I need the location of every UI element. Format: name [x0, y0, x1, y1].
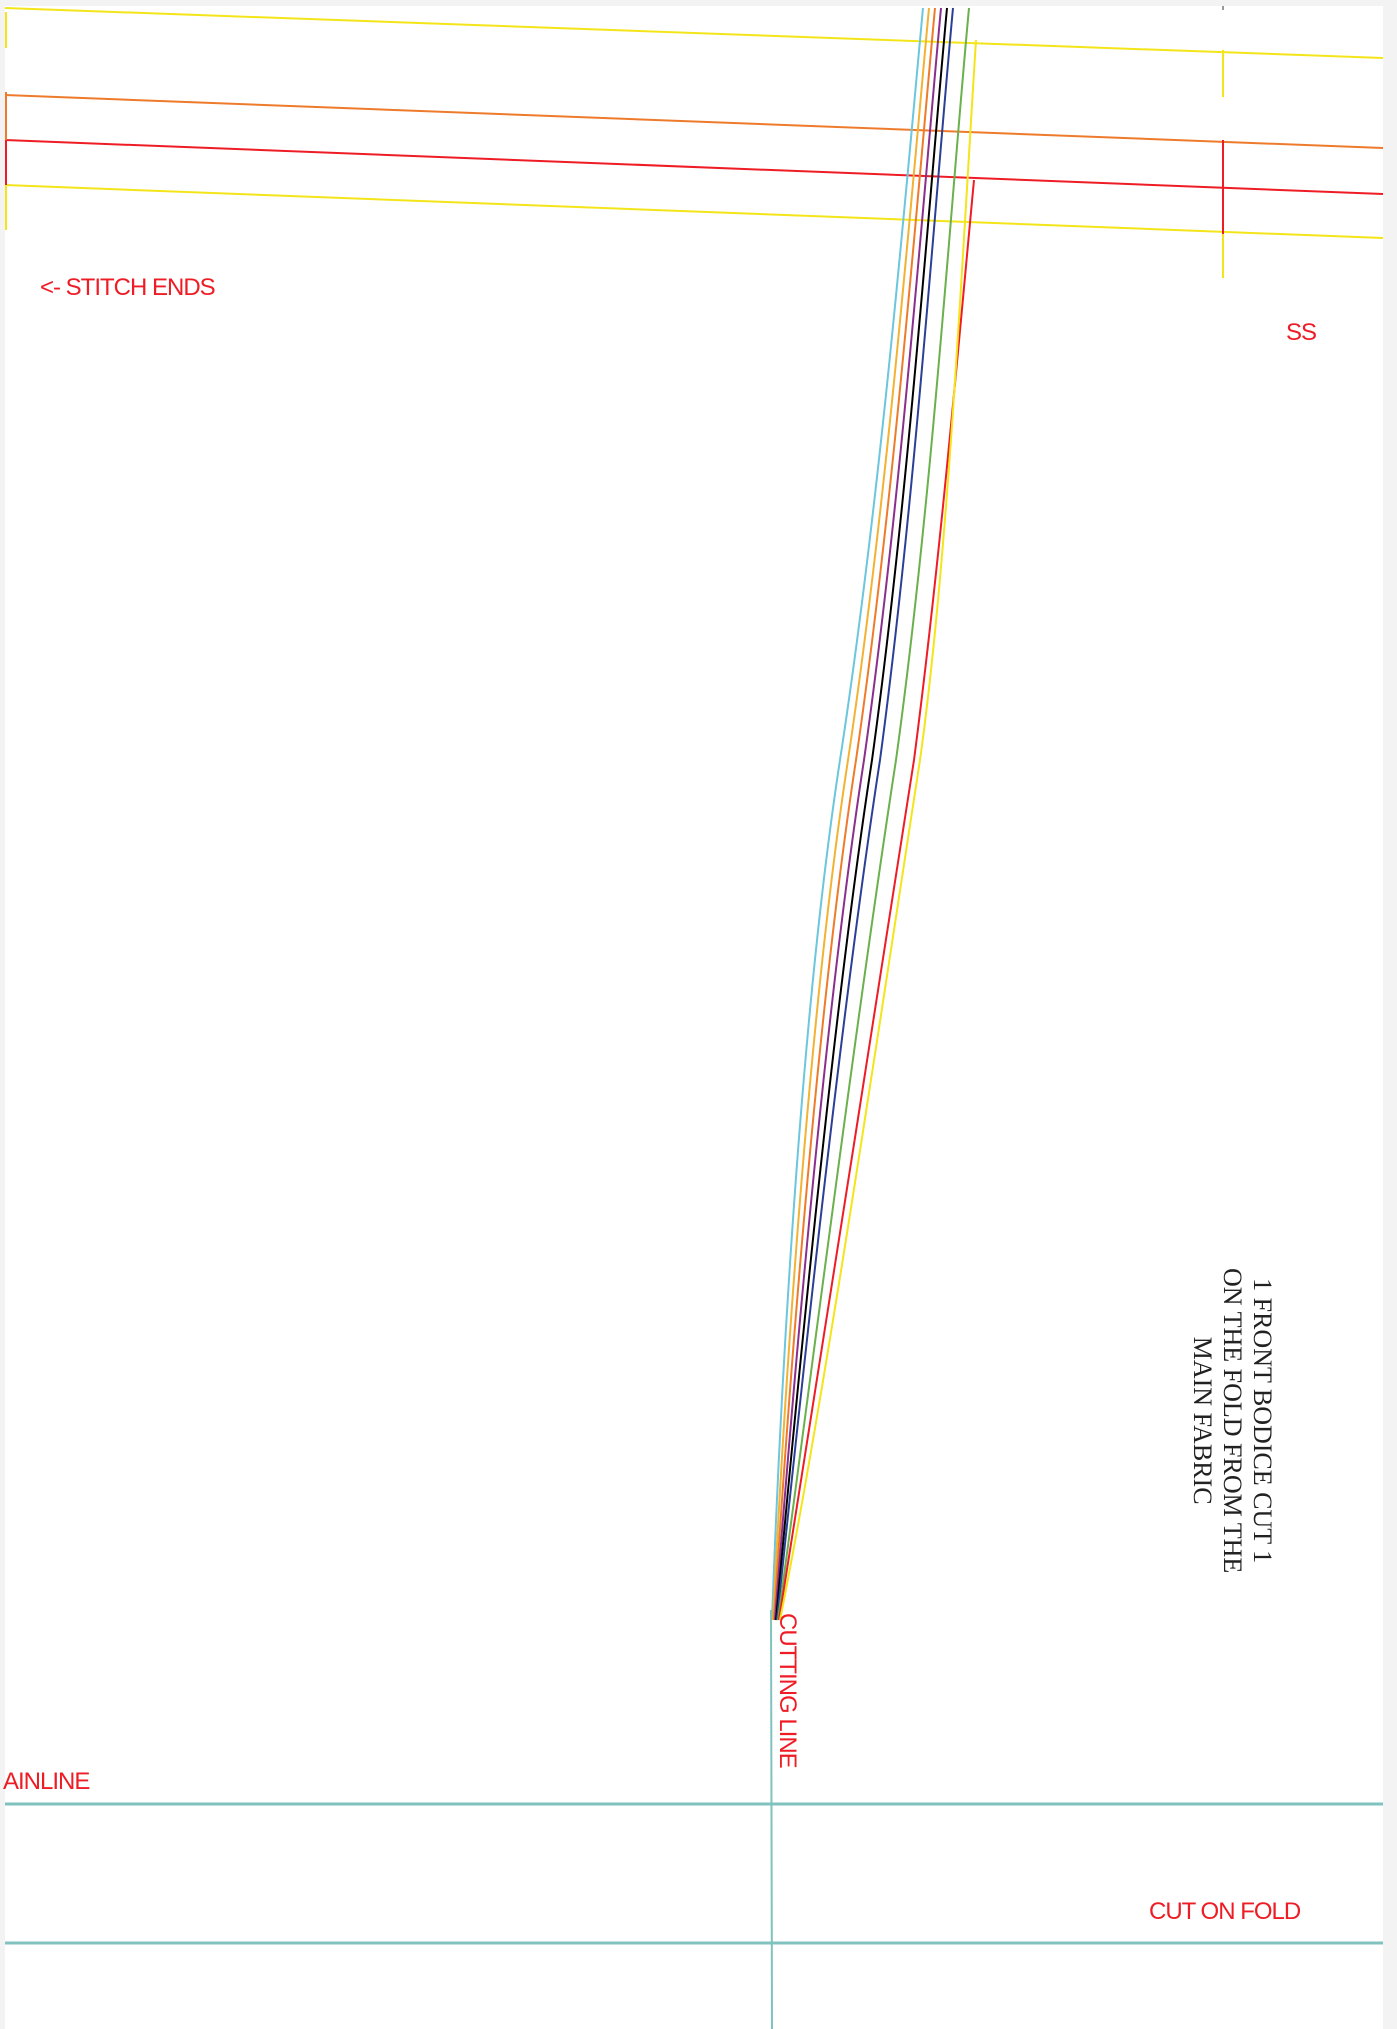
top-yellow-line — [4, 7, 1384, 59]
size-line-6 — [776, 7, 954, 1621]
orange-seam-line — [4, 94, 1384, 149]
instruction-line-3: MAIN FABRIC — [1188, 1336, 1217, 1505]
red-seam-line — [4, 139, 1384, 195]
cutting-instruction: 1 FRONT BODICE CUT 1 ON THE FOLD FROM TH… — [1187, 1268, 1277, 1573]
size-line-9 — [779, 39, 977, 1621]
size-line-2 — [772, 7, 930, 1621]
grainline-vertical — [770, 1609, 773, 2029]
size-line-4 — [774, 7, 942, 1621]
size-line-7 — [777, 7, 970, 1621]
side-seam-label: SS — [1286, 319, 1317, 346]
cutting-line-label: CUTTING LINE — [774, 1613, 801, 1768]
cut-on-fold-label: CUT ON FOLD — [1149, 1898, 1301, 1925]
size-line-3 — [773, 7, 936, 1621]
size-line-8 — [778, 179, 975, 1621]
stitch-ends-label: <- STITCH ENDS — [40, 274, 216, 301]
size-line-5 — [775, 7, 948, 1621]
size-lines — [771, 7, 977, 1621]
pattern-sheet — [5, 6, 1383, 2029]
yellow-seam-line — [4, 184, 1384, 239]
instruction-line-2: ON THE FOLD FROM THE — [1218, 1268, 1247, 1574]
grainline-label: AINLINE — [3, 1768, 90, 1795]
instruction-line-1: 1 FRONT BODICE CUT 1 — [1248, 1278, 1277, 1564]
size-line-1 — [771, 7, 924, 1621]
